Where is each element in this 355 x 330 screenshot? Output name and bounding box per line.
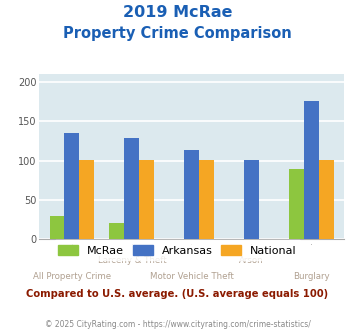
Text: © 2025 CityRating.com - https://www.cityrating.com/crime-statistics/: © 2025 CityRating.com - https://www.city… — [45, 320, 310, 329]
Bar — [80, 160, 94, 239]
Bar — [304, 101, 319, 239]
Bar — [50, 216, 65, 239]
Text: 2019 McRae: 2019 McRae — [123, 5, 232, 20]
Text: Burglary: Burglary — [293, 272, 330, 281]
Bar — [199, 160, 214, 239]
Bar — [65, 133, 80, 239]
Text: Property Crime Comparison: Property Crime Comparison — [63, 26, 292, 41]
Text: Motor Vehicle Theft: Motor Vehicle Theft — [150, 272, 234, 281]
Bar — [124, 138, 139, 239]
Text: Compared to U.S. average. (U.S. average equals 100): Compared to U.S. average. (U.S. average … — [26, 289, 329, 299]
Text: Larceny & Theft: Larceny & Theft — [98, 256, 166, 265]
Text: All Property Crime: All Property Crime — [33, 272, 111, 281]
Bar — [184, 150, 199, 239]
Bar — [244, 160, 259, 239]
Legend: McRae, Arkansas, National: McRae, Arkansas, National — [54, 241, 301, 260]
Bar — [109, 223, 124, 239]
Bar — [319, 160, 334, 239]
Bar — [139, 160, 154, 239]
Bar — [289, 169, 304, 239]
Text: Arson: Arson — [239, 256, 264, 265]
